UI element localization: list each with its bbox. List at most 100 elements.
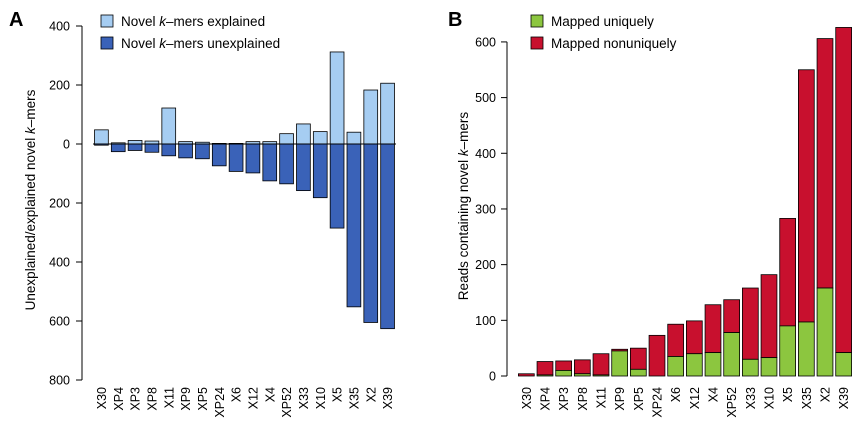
legend-label-explained: Novel k–mers explained [121, 14, 265, 29]
bar-nonunique-x6 [667, 323, 685, 357]
bar-unexplained-xp4 [110, 143, 126, 153]
bar-unexplained-x5 [329, 143, 345, 229]
legend-swatch-mapped-uniquely [530, 14, 544, 28]
bar-unexplained-xp3 [127, 143, 143, 151]
bar-nonunique-xp5 [630, 347, 647, 370]
bar-unexplained-x12 [245, 143, 261, 174]
legend-label-mapped-uniquely: Mapped uniquely [551, 14, 654, 29]
category-label-b-x39: X39 [837, 387, 851, 409]
category-label-a-x5: X5 [331, 387, 345, 402]
bar-unique-x6 [667, 356, 685, 377]
bar-unexplained-xp5 [195, 143, 210, 160]
bar-unexplained-xp52 [279, 143, 294, 185]
bar-explained-x10 [312, 131, 328, 145]
category-label-b-xp52: XP52 [725, 387, 739, 418]
tick-label-b-5: 500 [475, 91, 496, 105]
bar-nonunique-x11 [592, 353, 610, 376]
category-label-a-x2: X2 [364, 387, 378, 402]
panel-b-bars [518, 27, 853, 377]
category-label-a-x35: X35 [347, 387, 361, 409]
bar-explained-xp52 [279, 133, 294, 145]
bar-unique-xp9 [611, 350, 629, 377]
bar-unexplained-x33 [296, 143, 311, 192]
bar-unique-xp3 [555, 370, 573, 377]
bar-nonunique-x35 [798, 69, 815, 323]
legend-swatch-explained [100, 14, 114, 28]
bar-unexplained-x10 [312, 143, 328, 199]
panel-a-bars [93, 51, 396, 330]
bar-unexplained-x2 [363, 143, 379, 323]
tick-label-b-4: 400 [475, 147, 496, 161]
bar-unexplained-xp9 [178, 143, 193, 159]
category-label-a-x4: X4 [263, 387, 277, 402]
bar-unique-x35 [798, 321, 815, 377]
panel-b-y-axis: 0 100 200 300 400 500 600 [475, 35, 508, 384]
bar-nonunique-xp52 [723, 299, 741, 333]
category-label-a-x6: X6 [230, 387, 244, 402]
panel-b-letter: B [448, 9, 462, 31]
bar-nonunique-x30 [518, 373, 535, 377]
tick-label-a-2: 0 [63, 138, 70, 152]
bar-explained-x5 [329, 51, 345, 145]
category-label-b-xp9: XP9 [613, 387, 627, 411]
tick-label-b-1: 100 [475, 314, 496, 328]
panel-a-category-labels: X30 XP4 XP3 XP8 X11 XP9 XP5 XP24 X6 X12 X4 XP52 X33 X… [95, 387, 395, 418]
bar-unexplained-x39 [380, 143, 395, 330]
bar-nonunique-x39 [835, 27, 853, 354]
category-label-b-xp5: XP5 [632, 387, 646, 411]
bar-unique-xp8 [574, 373, 591, 377]
category-label-b-x6: X6 [669, 387, 683, 402]
bar-nonunique-x5 [779, 218, 797, 327]
bar-nonunique-x4 [704, 304, 722, 354]
bar-unexplained-x6 [228, 143, 244, 172]
legend-label-mapped-nonuniquely: Mapped nonuniquely [551, 36, 677, 51]
bar-explained-x11 [161, 107, 177, 145]
bar-unique-x11 [592, 374, 610, 377]
tick-label-a-6: 800 [49, 374, 70, 388]
bar-unexplained-x4 [262, 143, 278, 182]
bar-explained-x39 [380, 82, 395, 145]
bar-unexplained-x35 [346, 143, 362, 308]
tick-label-b-6: 600 [475, 35, 496, 49]
tick-label-a-1: 200 [49, 79, 70, 93]
tick-label-b-0: 0 [489, 370, 496, 384]
category-label-a-xp8: XP8 [145, 387, 159, 411]
category-label-b-x12: X12 [688, 387, 702, 409]
category-label-a-x30: X30 [95, 387, 109, 409]
tick-label-a-5: 600 [49, 315, 70, 329]
category-label-a-x12: X12 [246, 387, 260, 409]
category-label-a-x11: X11 [162, 387, 176, 408]
bar-unexplained-x11 [161, 143, 177, 157]
tick-label-a-0: 400 [49, 20, 70, 34]
bar-nonunique-x2 [816, 38, 834, 289]
panel-a-legend: Novel k–mers explained Novel k–mers unex… [100, 14, 280, 51]
panel-a-y-axis-label: Unexplained/explained novel k–mers [23, 89, 38, 310]
tick-label-a-3: 200 [49, 197, 70, 211]
bar-explained-x35 [346, 131, 362, 145]
category-label-a-x39: X39 [381, 387, 395, 409]
bar-unexplained-xp24 [211, 143, 227, 167]
bar-unique-x4 [704, 352, 722, 377]
category-label-b-x4: X4 [707, 387, 721, 402]
category-label-a-x33: X33 [297, 387, 311, 409]
category-label-b-xp3: XP3 [557, 387, 571, 411]
category-label-b-x11: X11 [595, 387, 609, 408]
bar-unexplained-xp8 [144, 143, 160, 153]
panel-b-chart: B 0 100 200 300 400 500 600 X30 XP4 XP3 XP8 X11 XP9… [448, 9, 853, 418]
bar-nonunique-x33 [742, 287, 759, 360]
category-label-b-xp24: XP24 [651, 387, 665, 418]
category-label-a-xp4: XP4 [112, 387, 126, 411]
legend-swatch-mapped-nonuniquely [530, 36, 544, 50]
bar-nonunique-xp4 [536, 361, 554, 376]
category-label-b-xp8: XP8 [576, 387, 590, 411]
bar-nonunique-xp8 [574, 359, 591, 375]
category-label-a-xp5: XP5 [196, 387, 210, 411]
category-label-b-x10: X10 [763, 387, 777, 409]
bar-unique-x12 [686, 353, 703, 377]
bar-explained-x33 [296, 123, 311, 145]
bar-explained-x30 [94, 129, 109, 145]
category-label-b-x33: X33 [744, 387, 758, 409]
legend-label-unexplained: Novel k–mers unexplained [121, 36, 280, 51]
tick-label-b-3: 300 [475, 202, 496, 216]
bar-unique-xp4 [536, 374, 554, 377]
